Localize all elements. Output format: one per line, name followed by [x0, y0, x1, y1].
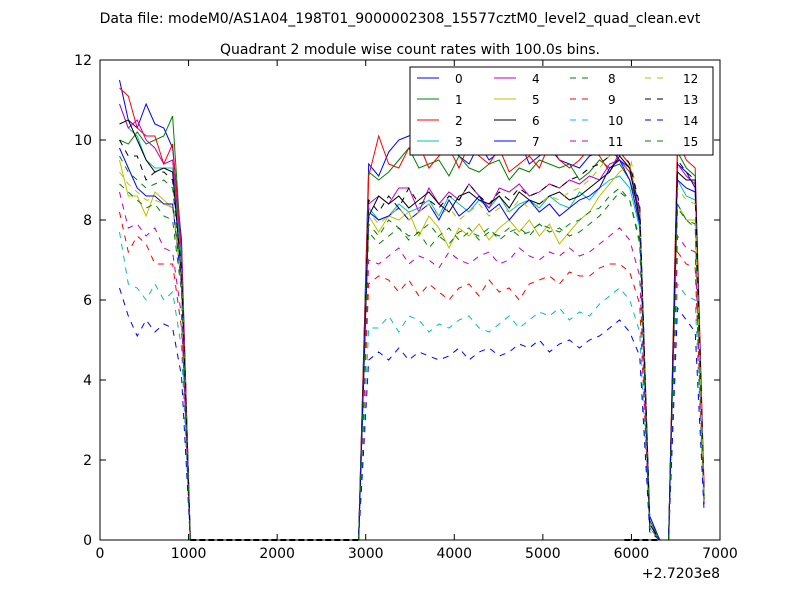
series-8-line-1 — [119, 155, 191, 541]
legend-label-7: 7 — [532, 135, 540, 149]
series-15-line-3 — [668, 206, 705, 541]
x-offset-label: +2.7203e8 — [642, 566, 720, 582]
legend-label-5: 5 — [532, 93, 540, 107]
legend-box — [409, 66, 714, 156]
legend-label-4: 4 — [532, 72, 540, 86]
legend-entry-12: 12 — [645, 72, 698, 86]
legend-label-8: 8 — [608, 72, 616, 86]
legend-label-1: 1 — [455, 93, 463, 107]
series-9-line-2 — [358, 263, 661, 541]
suptitle: Data file: modeM0/AS1A04_198T01_90000023… — [100, 11, 701, 27]
series-4-line-1 — [119, 103, 191, 541]
legend-label-3: 3 — [455, 135, 463, 149]
y-tick-label-3: 6 — [83, 293, 92, 309]
series-8-line-2 — [358, 191, 661, 541]
legend-label-0: 0 — [455, 72, 463, 86]
series-3-line-1 — [119, 103, 191, 541]
series-13-line-1 — [119, 139, 191, 541]
series-14 — [119, 287, 705, 541]
series-11 — [119, 191, 705, 541]
series-layer — [119, 79, 705, 541]
x-tick-label-5: 5000 — [525, 546, 561, 562]
legend-entry-5: 5 — [494, 93, 540, 107]
legend-label-11: 11 — [608, 135, 623, 149]
plot-frame — [99, 59, 721, 541]
legend-entry-0: 0 — [417, 72, 463, 86]
x-tick-label-1: 1000 — [171, 546, 207, 562]
series-10 — [119, 231, 705, 541]
legend-label-2: 2 — [455, 114, 463, 128]
y-tick-label-0: 0 — [83, 533, 92, 549]
legend-entry-8: 8 — [570, 72, 616, 86]
legend-label-9: 9 — [608, 93, 616, 107]
legend-entry-15: 15 — [645, 135, 698, 149]
legend-entry-2: 2 — [417, 114, 463, 128]
series-7-line-1 — [119, 147, 191, 541]
x-tick-label-7: 7000 — [702, 546, 738, 562]
x-tick-label-2: 2000 — [259, 546, 295, 562]
series-10-line-3 — [668, 282, 705, 541]
series-13 — [119, 139, 705, 541]
y-tick-label-6: 12 — [74, 53, 92, 69]
series-13-line-2 — [358, 147, 661, 541]
x-tick-label-0: 0 — [96, 546, 105, 562]
legend-entry-11: 11 — [570, 135, 623, 149]
legend-label-12: 12 — [683, 72, 698, 86]
legend-label-13: 13 — [683, 93, 698, 107]
legend-label-15: 15 — [683, 135, 698, 149]
legend-entry-4: 4 — [494, 72, 540, 86]
y-tick-label-2: 4 — [83, 373, 92, 389]
legend-label-14: 14 — [683, 114, 698, 128]
series-6-line-2 — [358, 155, 661, 541]
series-2-line-1 — [119, 87, 191, 541]
legend-entry-7: 7 — [494, 135, 540, 149]
series-15 — [119, 183, 705, 541]
chart-title: Quadrant 2 module wise count rates with … — [220, 42, 600, 58]
legend-entry-13: 13 — [645, 93, 698, 107]
series-10-line-2 — [358, 287, 661, 541]
series-11-line-2 — [358, 227, 661, 541]
series-11-line-3 — [668, 234, 705, 541]
series-12 — [119, 130, 705, 541]
series-15-line-1 — [119, 183, 191, 541]
series-1-line-1 — [119, 115, 191, 541]
legend-entry-3: 3 — [417, 135, 463, 149]
legend-entry-10: 10 — [570, 114, 623, 128]
y-tick-label-1: 2 — [83, 453, 92, 469]
series-12-line-2 — [358, 130, 661, 541]
x-tick-label-3: 3000 — [348, 546, 384, 562]
legend-entry-9: 9 — [570, 93, 616, 107]
x-tick-label-6: 6000 — [614, 546, 650, 562]
series-14-line-1 — [119, 287, 191, 541]
legend-label-6: 6 — [532, 114, 540, 128]
legend-label-10: 10 — [608, 114, 623, 128]
legend-entry-6: 6 — [494, 114, 540, 128]
series-11-line-1 — [119, 191, 191, 541]
legend-entry-1: 1 — [417, 93, 463, 107]
y-tick-label-5: 10 — [74, 133, 92, 149]
series-15-line-2 — [358, 187, 661, 541]
y-tick-label-4: 8 — [83, 213, 92, 229]
series-13-line-3 — [668, 158, 705, 541]
x-tick-label-4: 4000 — [436, 546, 472, 562]
legend-entry-14: 14 — [645, 114, 698, 128]
series-14-line-2 — [358, 319, 661, 541]
